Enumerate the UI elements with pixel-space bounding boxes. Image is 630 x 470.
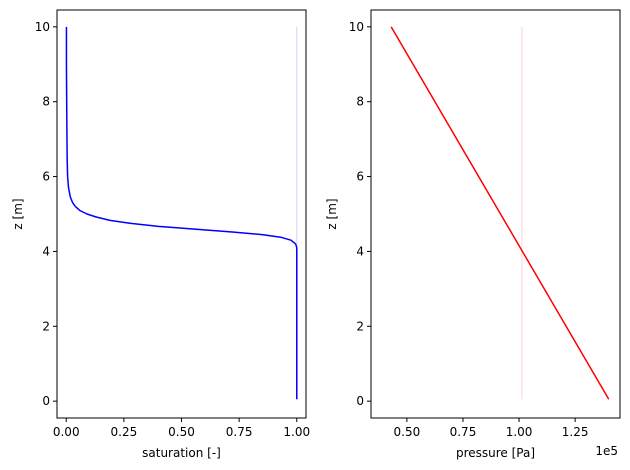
pressure-x-offset-text: 1e5 xyxy=(595,444,618,458)
pressure-x-tick-label: 0.75 xyxy=(450,425,477,439)
saturation-y-axis-label: z [m] xyxy=(11,198,25,229)
saturation-x-ticks: 0.00 0.25 0.50 0.75 1.00 xyxy=(53,418,310,439)
saturation-y-tick-label: 8 xyxy=(42,95,50,109)
pressure-y-ticks: 0 2 4 6 8 10 xyxy=(349,20,371,408)
saturation-x-axis-label: saturation [-] xyxy=(142,446,221,460)
saturation-y-ticks: 0 2 4 6 8 10 xyxy=(35,20,57,408)
pressure-y-tick-label: 10 xyxy=(349,20,364,34)
saturation-series-line-0 xyxy=(65,26,298,400)
saturation-x-tick-label: 0.25 xyxy=(111,425,138,439)
saturation-x-tick-label: 0.00 xyxy=(53,425,80,439)
pressure-x-axis-label: pressure [Pa] xyxy=(456,446,535,460)
saturation-y-tick-label: 6 xyxy=(42,170,50,184)
saturation-panel: 0.00 0.25 0.50 0.75 1.00 0 2 4 6 8 10 saturation … xyxy=(11,9,310,460)
saturation-y-tick-label: 2 xyxy=(42,319,50,333)
pressure-x-tick-label: 0.50 xyxy=(394,425,421,439)
pressure-y-tick-label: 8 xyxy=(356,95,364,109)
pressure-panel: 0.50 0.75 1.00 1.25 0 2 4 6 8 10 pressure [Pa] z… xyxy=(325,9,621,460)
pressure-series-layer xyxy=(390,26,610,400)
pressure-x-ticks: 0.50 0.75 1.00 1.25 xyxy=(394,418,589,439)
pressure-y-tick-label: 0 xyxy=(356,394,364,408)
pressure-series-line-0 xyxy=(390,26,610,400)
saturation-series-layer xyxy=(65,26,298,400)
pressure-y-axis-label: z [m] xyxy=(325,198,339,229)
pressure-y-tick-label: 4 xyxy=(356,244,364,258)
pressure-plot-frame xyxy=(370,9,621,419)
pressure-x-tick-label: 1.00 xyxy=(506,425,533,439)
pressure-y-tick-label: 6 xyxy=(356,170,364,184)
pressure-x-tick-label: 1.25 xyxy=(562,425,589,439)
saturation-x-tick-label: 0.75 xyxy=(226,425,253,439)
pressure-y-tick-label: 2 xyxy=(356,319,364,333)
saturation-y-tick-label: 10 xyxy=(35,20,50,34)
saturation-x-tick-label: 1.00 xyxy=(283,425,310,439)
saturation-x-tick-label: 0.50 xyxy=(168,425,195,439)
saturation-y-tick-label: 0 xyxy=(42,394,50,408)
saturation-y-tick-label: 4 xyxy=(42,244,50,258)
